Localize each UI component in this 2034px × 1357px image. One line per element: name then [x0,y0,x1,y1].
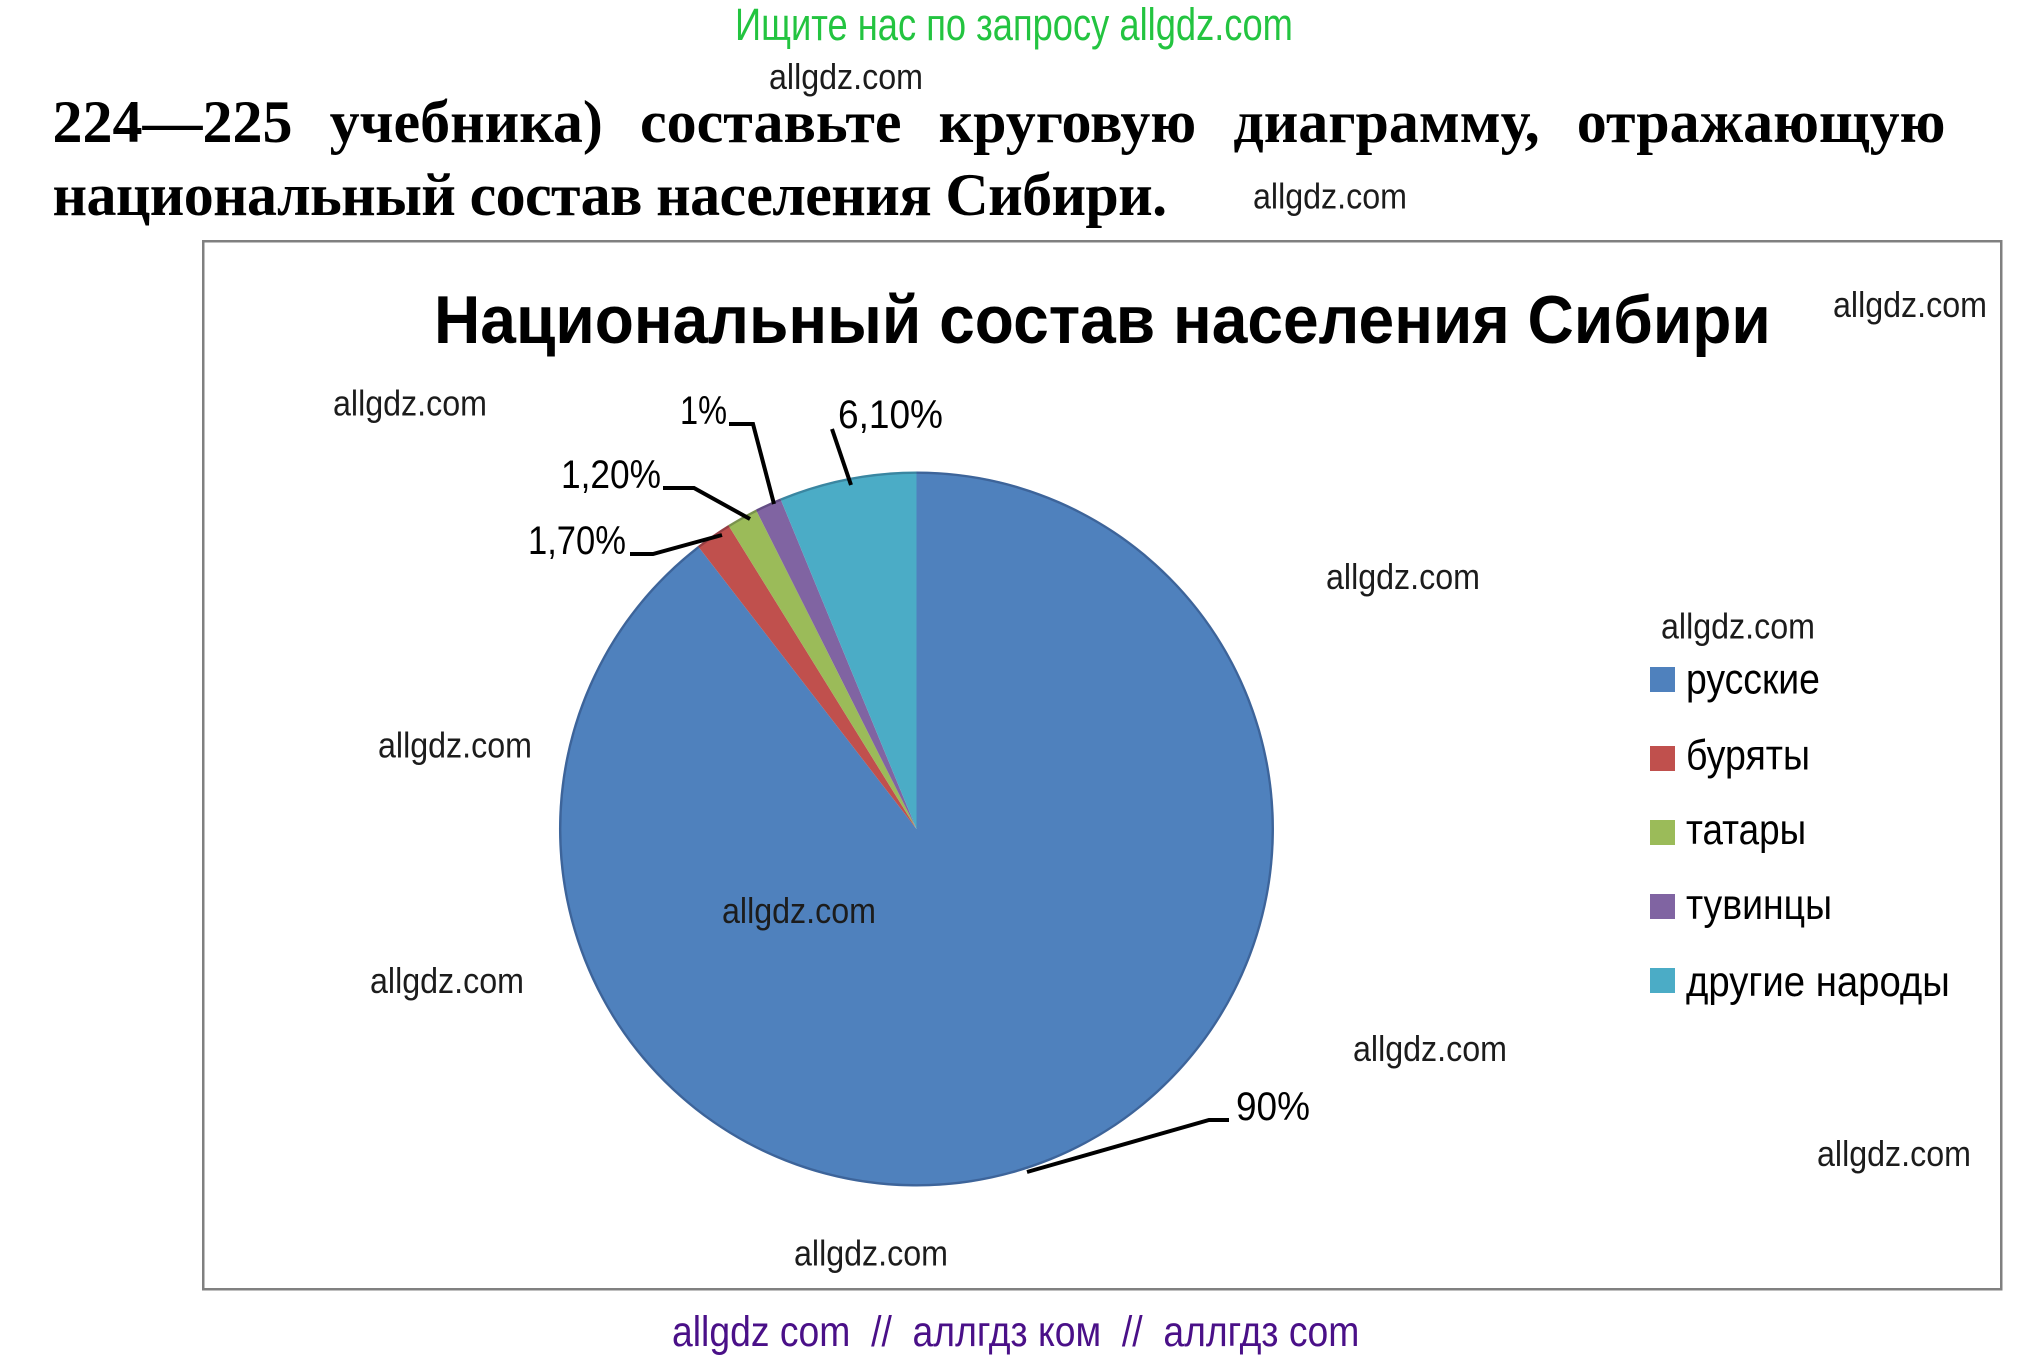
svg-text:allgdz.com: allgdz.com [794,1234,948,1274]
svg-text:1,20%: 1,20% [561,452,661,497]
svg-text:allgdz.com: allgdz.com [1353,1029,1507,1069]
svg-text:allgdz.com: allgdz.com [1833,285,1987,325]
svg-text:1,70%: 1,70% [528,518,626,563]
svg-text:6,10%: 6,10% [838,393,943,438]
svg-text:allgdz.com: allgdz.com [722,891,876,931]
svg-text:русские: русские [1686,655,1820,703]
svg-text:allgdz.com: allgdz.com [1817,1134,1971,1174]
svg-text:Ищите нас по запросу allgdz.co: Ищите нас по запросу allgdz.com [735,0,1293,50]
svg-text:тувинцы: тувинцы [1686,881,1832,929]
svg-text:allgdz.com: allgdz.com [769,57,923,97]
svg-text:1%: 1% [680,388,727,433]
svg-text:allgdz.com: allgdz.com [333,384,487,424]
svg-text:90%: 90% [1236,1085,1310,1130]
svg-text:другие народы: другие народы [1686,957,1950,1006]
svg-text:allgdz.com: allgdz.com [370,961,524,1001]
svg-text:татары: татары [1686,806,1806,853]
svg-text:allgdz.com: allgdz.com [1253,177,1407,217]
svg-text:allgdz.com: allgdz.com [1326,557,1480,597]
svg-text:allgdz.com: allgdz.com [1661,607,1815,647]
svg-text:allgdz com // аллгдз ком //: allgdz com // аллгдз ком // аллгдз com [672,1308,1359,1356]
svg-text:буряты: буряты [1686,730,1810,779]
svg-text:allgdz.com: allgdz.com [378,726,532,766]
svg-text:Национальный состав населения: Национальный состав населения Сибири [434,282,1771,358]
